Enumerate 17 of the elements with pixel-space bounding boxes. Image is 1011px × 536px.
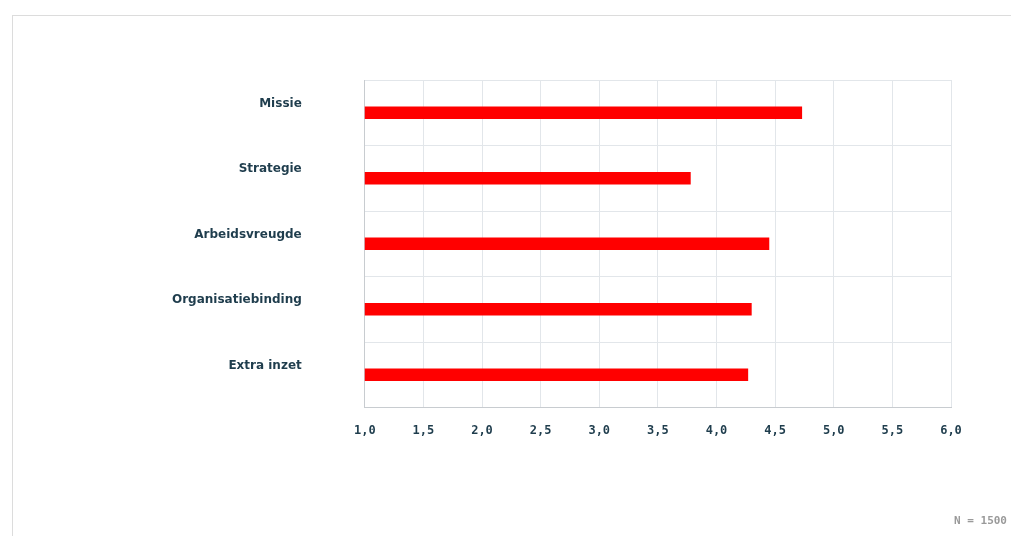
x-tick-label: 2,0 [471, 422, 493, 437]
x-tick-label: 4,5 [764, 422, 786, 437]
x-tick-label: 3,5 [647, 422, 669, 437]
x-tick-label: 2,5 [529, 422, 552, 437]
x-tick-label: 1,0 [353, 422, 376, 437]
x-tick-label: 6,0 [940, 422, 962, 437]
y-tick-label: Missie [259, 95, 302, 110]
x-tick-label: 3,0 [588, 422, 611, 437]
y-tick-label: Strategie [238, 161, 302, 176]
x-tick-label: 1,5 [412, 422, 435, 437]
y-tick-label: Arbeidsvreugde [194, 226, 302, 241]
y-tick-label: Organisatiebinding [171, 292, 302, 307]
x-tick-label: 5,5 [881, 422, 904, 437]
y-tick-label: Extra inzet [228, 357, 303, 372]
x-tick-label: 4,0 [705, 422, 728, 437]
x-tick-label: 5,0 [822, 422, 845, 437]
text: N = 1500 [954, 514, 1007, 528]
